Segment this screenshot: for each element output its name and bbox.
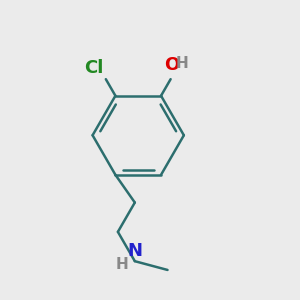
- Text: N: N: [127, 242, 142, 260]
- Text: Cl: Cl: [84, 59, 104, 77]
- Text: O: O: [164, 56, 180, 74]
- Text: H: H: [176, 56, 188, 71]
- Text: H: H: [115, 256, 128, 272]
